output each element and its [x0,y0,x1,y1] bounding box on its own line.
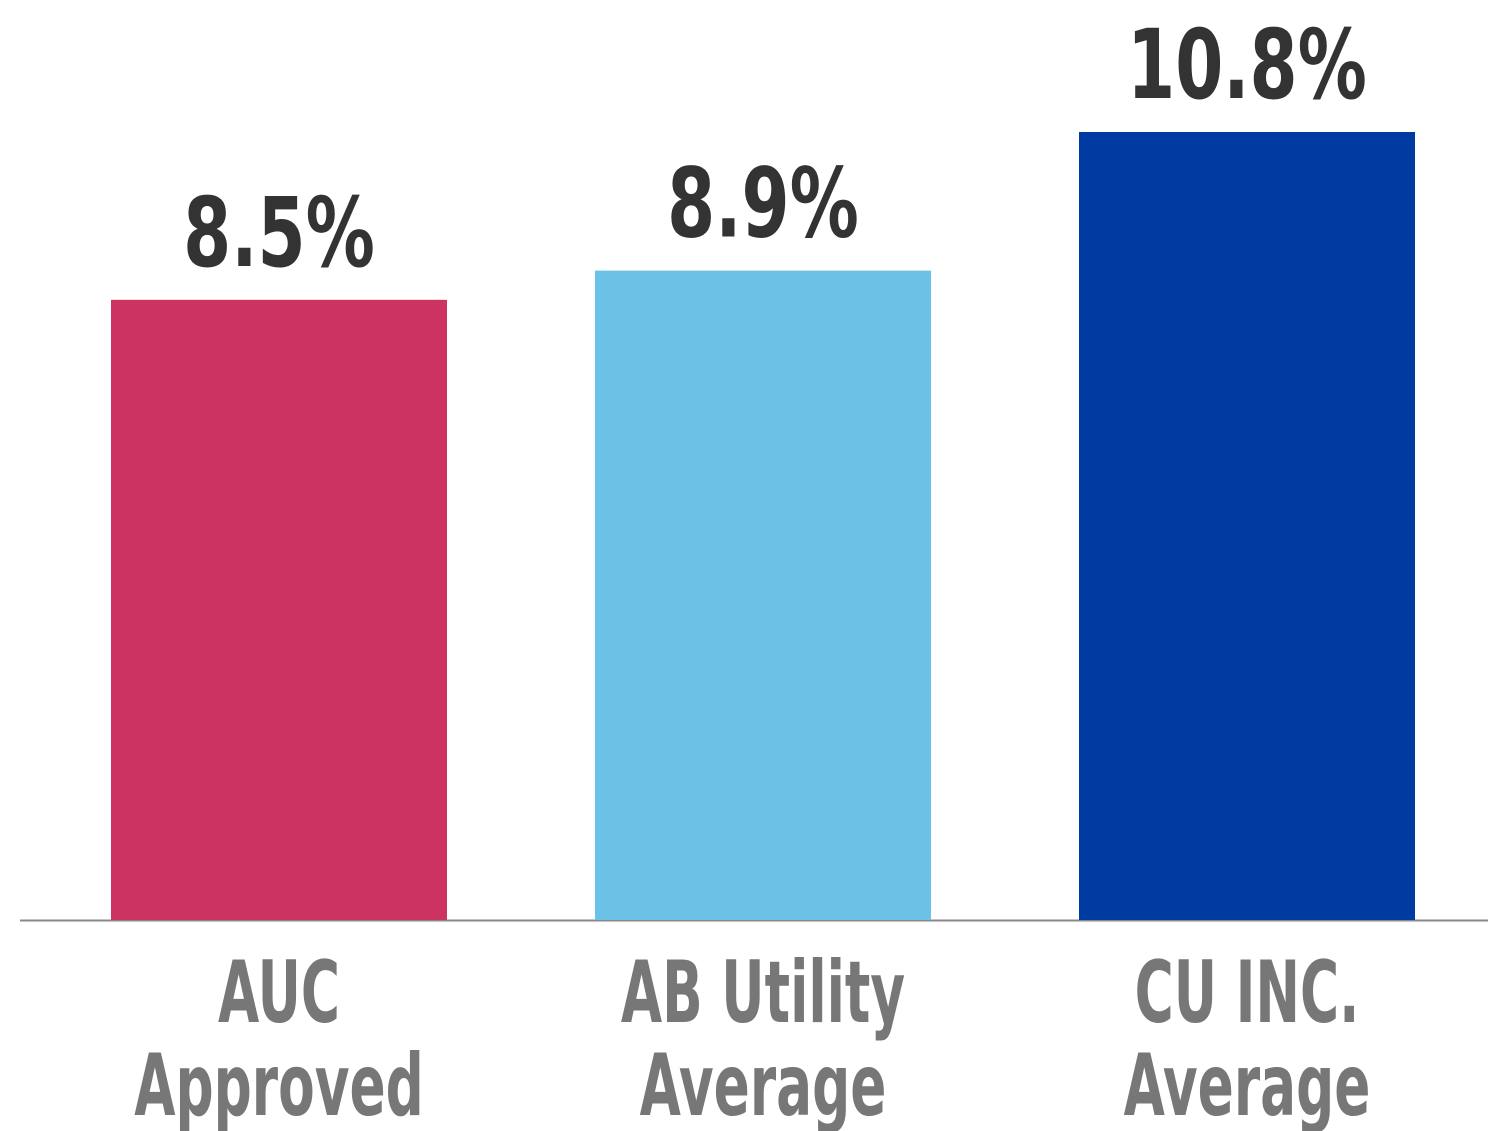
value-label: 10.8% [1127,8,1367,120]
x-tick-label: CU INC. [1135,943,1360,1043]
x-tick-label: Average [1124,1036,1371,1131]
x-tick-label: AB Utility [621,943,905,1043]
bar [111,299,447,920]
value-label: 8.9% [667,147,859,259]
x-tick-label: Approved [134,1036,424,1131]
bar [1079,132,1415,920]
x-tick-label: Average [640,1036,887,1131]
bar [595,270,931,920]
value-label: 8.5% [183,176,375,288]
x-tick-label: AUC [218,943,340,1043]
